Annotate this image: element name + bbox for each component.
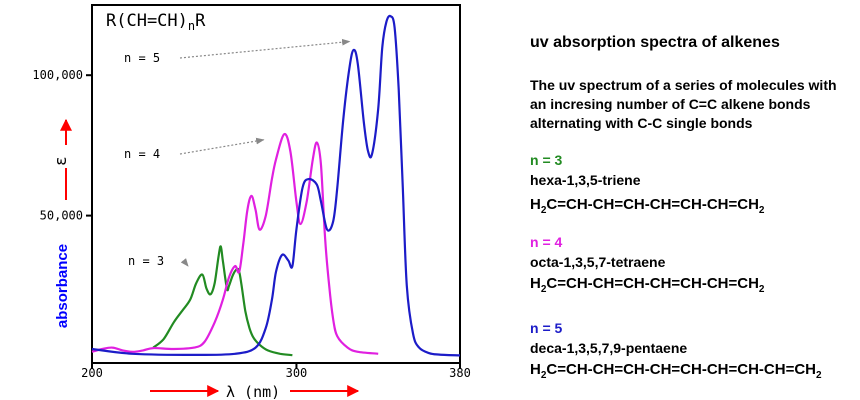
entry-n3-label: n = 3 — [530, 152, 563, 168]
series-line-4 — [91, 132, 379, 355]
annotation-label: n = 5 — [124, 51, 160, 65]
panel-description: The uv spectrum of a series of molecules… — [530, 77, 837, 131]
x-axis-ticks: 200 300 380 — [81, 363, 471, 380]
annotation-label: n = 4 — [124, 147, 160, 161]
entry-n4-name: octa-1,3,5,7-tetraene — [530, 254, 666, 270]
y-tick-label: 100,000 — [32, 68, 83, 82]
entry-n5-name: deca-1,3,5,7,9-pentaene — [530, 340, 688, 356]
y-axis-label: absorbance — [54, 244, 71, 328]
x-tick-label: 380 — [449, 366, 471, 380]
y-axis-symbol: ε — [51, 156, 70, 166]
y-tick-label: 50,000 — [40, 209, 83, 223]
annotation-arrow — [179, 137, 265, 155]
x-axis-label: λ (nm) — [226, 383, 280, 400]
plot-frame — [91, 4, 461, 364]
x-tick-label: 200 — [81, 366, 103, 380]
annotation-arrow — [180, 258, 189, 267]
annotation-group: n = 5 n = 4 n = 3 — [124, 38, 351, 268]
uv-spectrum-chart: R(CH=CH)nR 200 300 380 50,000 100,000 n = 5… — [32, 4, 471, 400]
entry-n3-name: hexa-1,3,5-triene — [530, 172, 641, 188]
series-line-3 — [152, 245, 293, 357]
y-axis-ticks: 50,000 100,000 — [32, 68, 92, 223]
entry-n5-label: n = 5 — [530, 320, 563, 336]
description-panel: uv absorption spectra of alkenes The uv … — [530, 0, 860, 400]
annotation-arrow — [179, 38, 351, 59]
entry-n4-label: n = 4 — [530, 234, 563, 250]
x-tick-label: 300 — [286, 366, 308, 380]
entry-n4-formula: H2C=CH-CH=CH-CH=CH-CH=CH2 — [530, 275, 765, 295]
series-group — [91, 14, 461, 357]
series-line-5 — [91, 14, 461, 357]
entry-n3-formula: H2C=CH-CH=CH-CH=CH-CH=CH2 — [530, 196, 765, 216]
panel-title: uv absorption spectra of alkenes — [530, 34, 780, 51]
chart-title: R(CH=CH)nR — [106, 11, 206, 33]
entry-n5-formula: H2C=CH-CH=CH-CH=CH-CH=CH-CH=CH2 — [530, 361, 822, 381]
annotation-label: n = 3 — [128, 254, 164, 268]
